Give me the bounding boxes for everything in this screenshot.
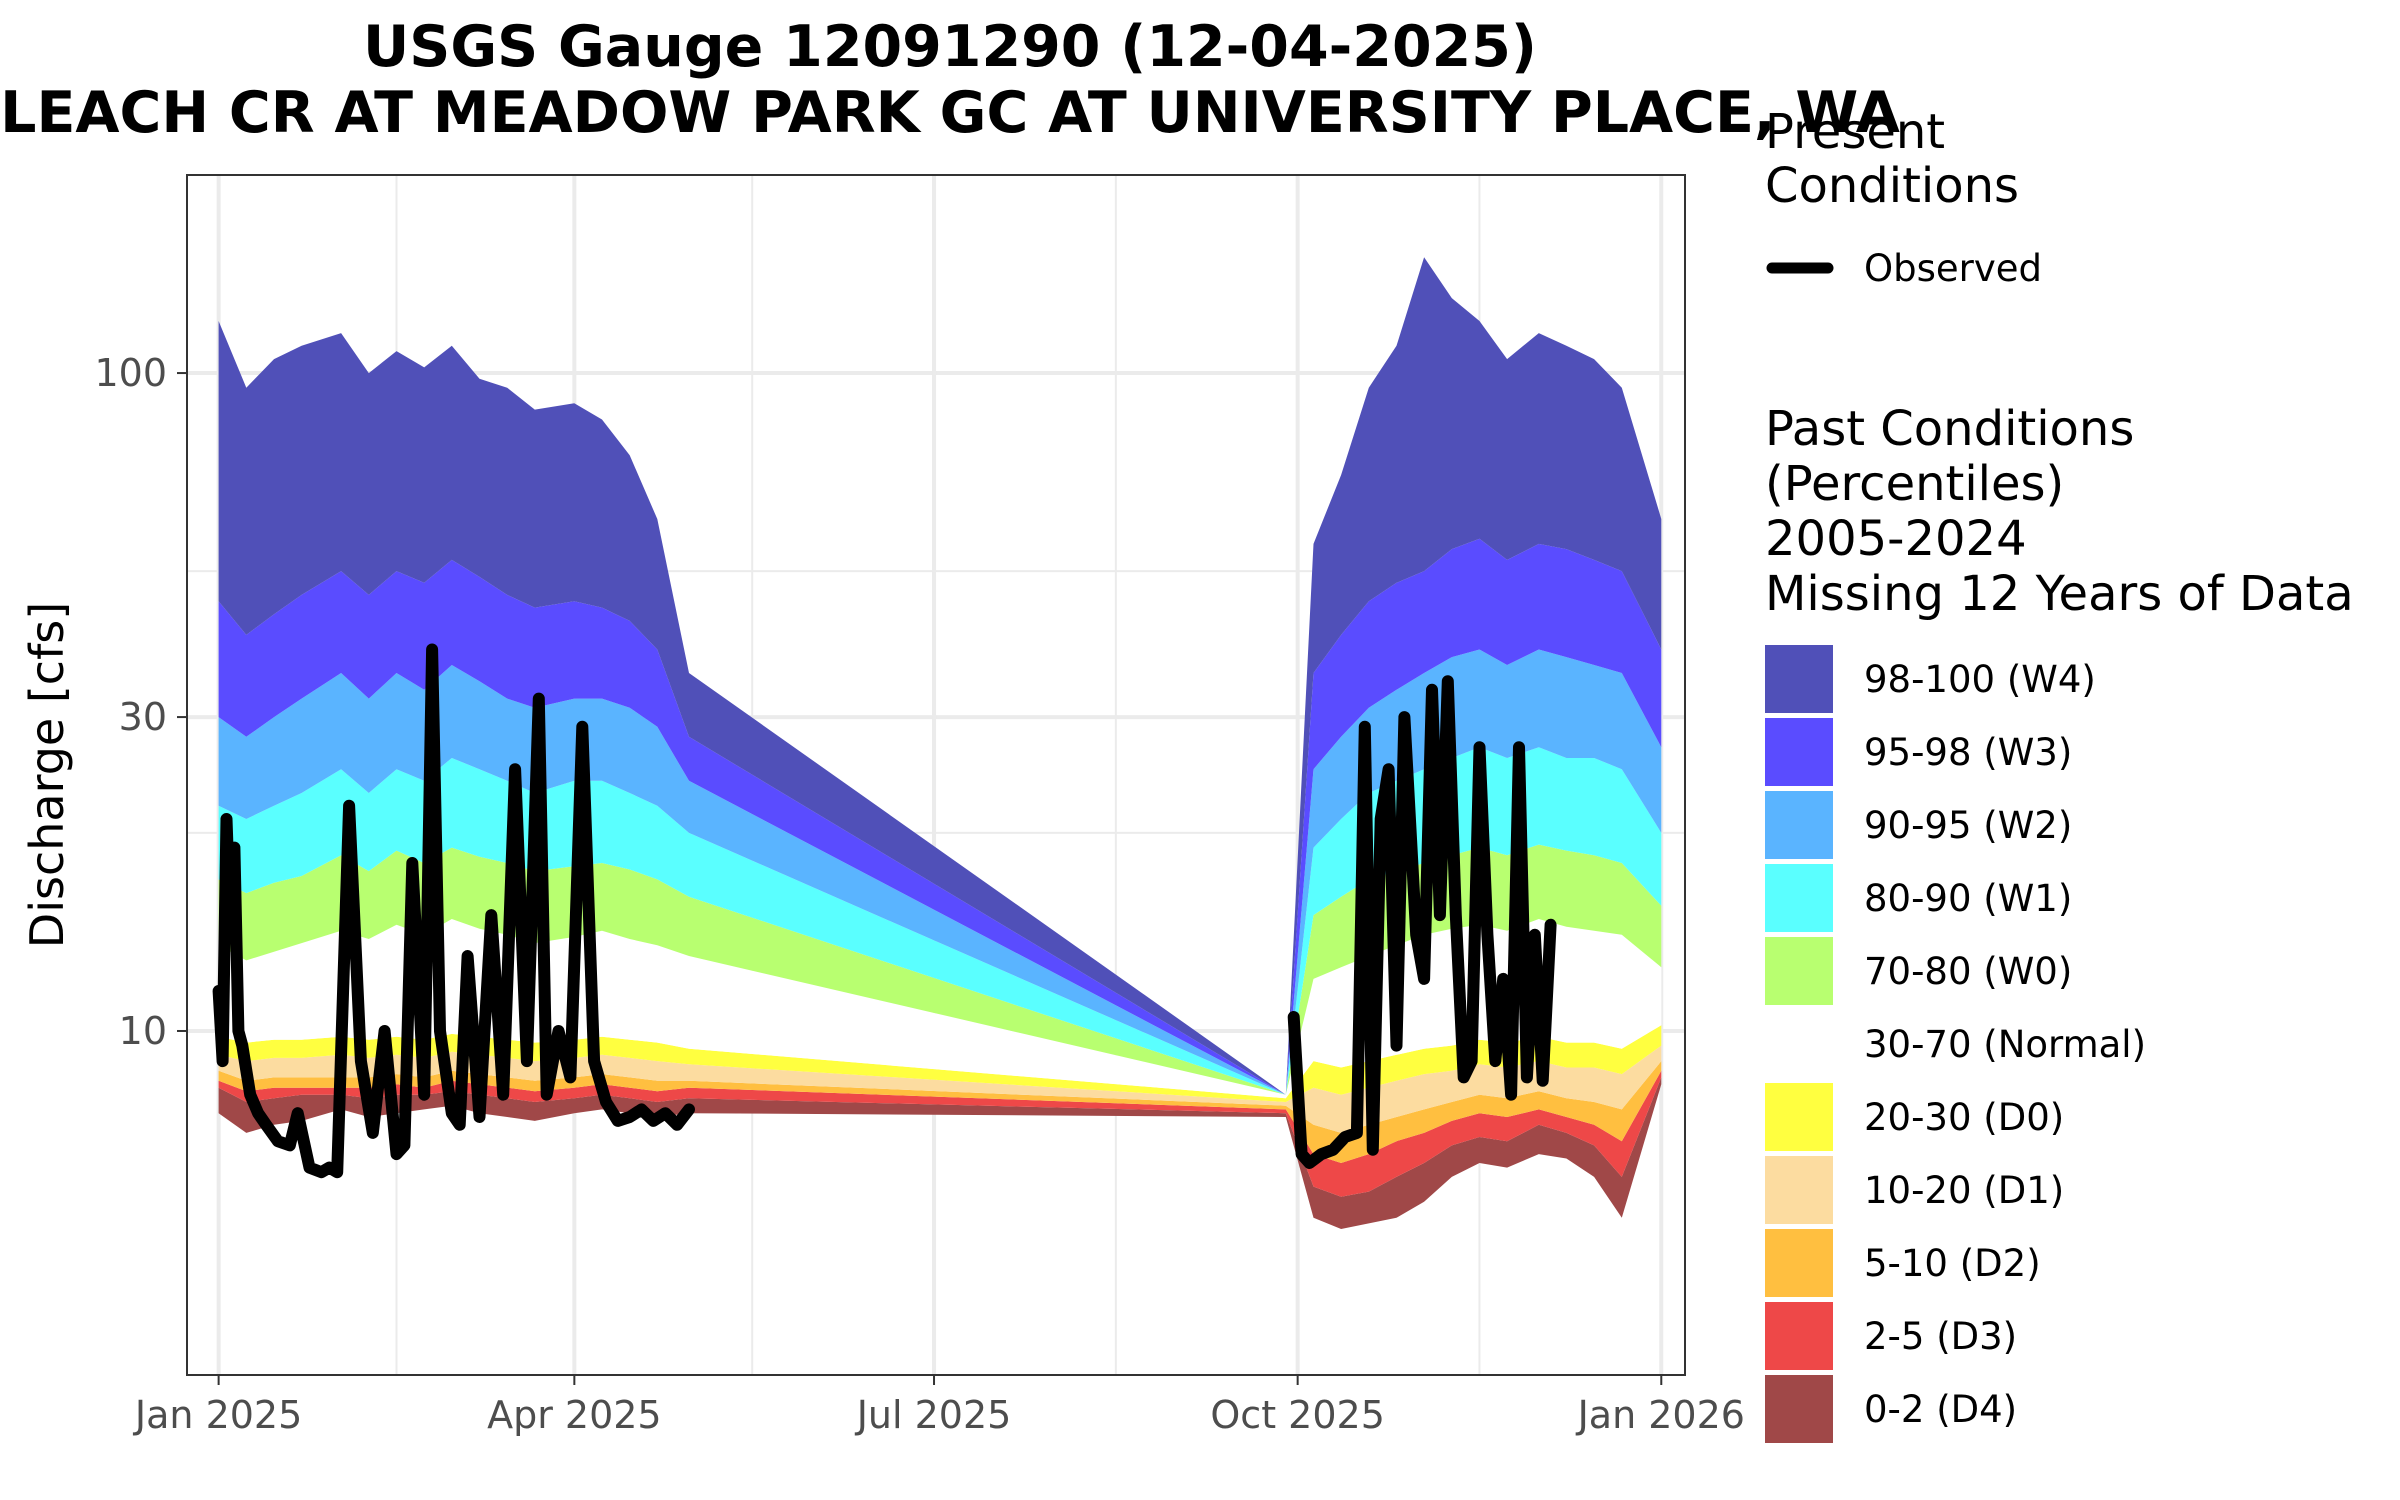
legend-swatch-95-98-w3 (1765, 718, 1833, 786)
legend-swatch-70-80-w0 (1765, 937, 1833, 1005)
legend-label-98-100-w4: 98-100 (W4) (1864, 658, 2096, 701)
legend: Present Conditions Observed Past Conditi… (1765, 104, 2354, 1443)
x-tick-label-3: Oct 2025 (1210, 1393, 1385, 1437)
x-tick-label-2: Jul 2025 (855, 1393, 1012, 1437)
y-tick-label-0: 10 (119, 1009, 167, 1053)
past-legend-title-line3: 2005-2024 (1765, 511, 2027, 567)
axis-ticks: 10 30 100 Jan 2025 Apr 2025 Jul 2025 Oct 2025 J… (94, 351, 1745, 1437)
band-0-2-d4-0 (218, 1077, 1662, 1229)
legend-swatch-30-70-normal (1765, 1010, 1833, 1078)
band-95-98-w3-0 (218, 538, 1662, 1095)
chart-title: USGS Gauge 12091290 (12-04-2025) (363, 14, 1537, 80)
legend-swatch-80-90-w1 (1765, 864, 1833, 932)
y-tick-label-1: 30 (119, 695, 167, 739)
legend-swatch-0-2-d4 (1765, 1375, 1833, 1443)
legend-label-0-2-d4: 0-2 (D4) (1864, 1388, 2017, 1431)
band-5-10-d2-0 (218, 1061, 1662, 1163)
present-legend-title-line2: Conditions (1765, 158, 2019, 214)
legend-swatch-20-30-d0 (1765, 1083, 1833, 1151)
legend-swatch-90-95-w2 (1765, 791, 1833, 859)
observed-legend-label: Observed (1864, 247, 2042, 290)
past-legend-title-line4: Missing 12 Years of Data (1765, 566, 2354, 622)
y-axis-title: Discharge [cfs] (20, 602, 74, 948)
legend-swatch-5-10-d2 (1765, 1229, 1833, 1297)
past-legend-title-line1: Past Conditions (1765, 401, 2134, 457)
legend-label-70-80-w0: 70-80 (W0) (1864, 950, 2072, 993)
legend-label-2-5-d3: 2-5 (D3) (1864, 1315, 2017, 1358)
x-tick-label-1: Apr 2025 (487, 1393, 662, 1437)
legend-label-10-20-d1: 10-20 (D1) (1864, 1169, 2064, 1212)
chart-subtitle: LEACH CR AT MEADOW PARK GC AT UNIVERSITY… (0, 80, 1900, 146)
plot-panel-border (186, 174, 1686, 1376)
past-legend-title-line2: (Percentiles) (1765, 456, 2064, 512)
x-tick-label-0: Jan 2025 (133, 1393, 302, 1437)
observed-layer (212, 643, 1557, 1179)
legend-label-5-10-d2: 5-10 (D2) (1864, 1242, 2041, 1285)
x-tick-label-4: Jan 2026 (1576, 1393, 1745, 1437)
legend-label-30-70-normal: 30-70 (Normal) (1864, 1023, 2146, 1066)
legend-swatch-10-20-d1 (1765, 1156, 1833, 1224)
legend-label-80-90-w1: 80-90 (W1) (1864, 877, 2072, 920)
y-tick-label-2: 100 (94, 351, 167, 395)
band-98-100-w4-0 (218, 257, 1662, 1095)
legend-label-95-98-w3: 95-98 (W3) (1864, 731, 2072, 774)
present-legend-title-line1: Present (1765, 104, 1945, 160)
legend-swatch-98-100-w4 (1765, 645, 1833, 713)
legend-swatch-2-5-d3 (1765, 1302, 1833, 1370)
legend-label-20-30-d0: 20-30 (D0) (1864, 1096, 2064, 1139)
percentile-legend-items: 98-100 (W4) 95-98 (W3) 90-95 (W2) 80-90 (W1… (1765, 645, 2146, 1443)
legend-label-90-95-w2: 90-95 (W2) (1864, 804, 2072, 847)
observed-line (212, 643, 1557, 1179)
